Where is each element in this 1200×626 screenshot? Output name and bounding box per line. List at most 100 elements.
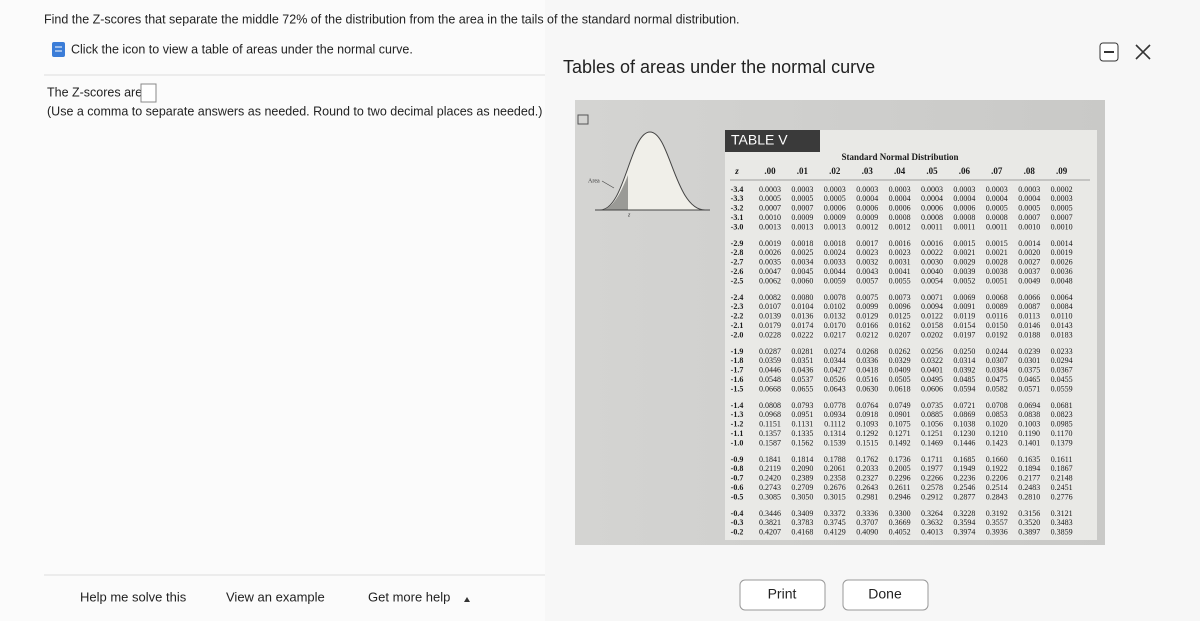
table-cell: 0.1587 <box>759 438 781 447</box>
table-cell: 0.1635 <box>1018 455 1040 464</box>
help-button[interactable]: Help me solve this <box>80 589 187 604</box>
table-cell: 0.0005 <box>1018 204 1040 213</box>
row-z: -0.2 <box>731 528 744 537</box>
row-z: -1.6 <box>731 375 744 384</box>
table-cell: 0.0006 <box>889 204 911 213</box>
row-z: -1.2 <box>731 420 744 429</box>
table-cell: 0.0183 <box>1051 330 1073 339</box>
table-cell: 0.0020 <box>1018 248 1040 257</box>
table-cell: 0.0024 <box>824 248 846 257</box>
row-z: -3.4 <box>731 185 744 194</box>
table-cell: 0.0166 <box>856 321 878 330</box>
table-cell: 0.2236 <box>953 474 975 483</box>
table-cell: 0.0778 <box>824 401 846 410</box>
row-z: -0.9 <box>731 455 744 464</box>
print-button[interactable] <box>739 579 826 611</box>
table-cell: 0.0016 <box>921 239 943 248</box>
table-cell: 0.0838 <box>1018 410 1040 419</box>
question: Find the Z-scores that separate the midd… <box>44 12 740 26</box>
print-label: Print <box>768 586 797 602</box>
table-cell: 0.0078 <box>824 293 846 302</box>
table-cell: 0.0281 <box>791 347 813 356</box>
row-z: -2.3 <box>731 302 744 311</box>
table-cell: 0.3936 <box>986 528 1008 537</box>
table-cell: 0.0322 <box>921 356 943 365</box>
table-cell: 0.0594 <box>953 384 975 393</box>
row-z: -2.8 <box>731 248 744 257</box>
table-cell: 0.0793 <box>791 401 813 410</box>
table-cell: 0.0010 <box>1051 222 1073 231</box>
table-cell: 0.0301 <box>1018 356 1040 365</box>
table-cell: 0.0901 <box>889 410 911 419</box>
table-cell: 0.0139 <box>759 312 781 321</box>
table-cell: 0.0708 <box>986 401 1008 410</box>
table-cell: 0.0968 <box>759 410 781 419</box>
table-cell: 0.3015 <box>824 492 846 501</box>
table-cell: 0.0582 <box>986 384 1008 393</box>
answer-box[interactable] <box>140 83 157 103</box>
row-z: -1.1 <box>731 429 744 438</box>
row-z: -3.3 <box>731 194 744 203</box>
table-cell: 0.2206 <box>986 474 1008 483</box>
table-cell: 0.0336 <box>856 356 878 365</box>
table-cell: 0.3228 <box>953 509 975 518</box>
table-cell: 0.2514 <box>986 483 1008 492</box>
table-cell: 0.0015 <box>953 239 975 248</box>
table-cell: 0.0146 <box>1018 321 1040 330</box>
table-cell: 0.1949 <box>953 464 975 473</box>
table-cell: 0.0721 <box>953 401 975 410</box>
table-cell: 0.2389 <box>791 474 813 483</box>
table-cell: 0.1112 <box>824 420 845 429</box>
table-cell: 0.1894 <box>1018 464 1040 473</box>
image-icon <box>577 114 589 125</box>
table-cell: 0.0329 <box>889 356 911 365</box>
table-cell: 0.2578 <box>921 483 943 492</box>
tail-area <box>600 175 628 210</box>
table-cell: 0.1423 <box>986 438 1008 447</box>
table-cell: 0.0951 <box>791 410 813 419</box>
icon-link[interactable]: Click the icon to view a table of areas … <box>71 42 413 56</box>
table-cell: 0.1611 <box>1051 455 1073 464</box>
close-button[interactable] <box>1135 44 1151 60</box>
table-cell: 0.2005 <box>889 464 911 473</box>
table-cell: 0.0011 <box>921 222 943 231</box>
table-cell: 0.0132 <box>824 312 846 321</box>
table-cell: 0.0008 <box>921 213 943 222</box>
done-button[interactable] <box>842 579 929 611</box>
table-cell: 0.0007 <box>791 204 813 213</box>
table-cell: 0.0559 <box>1051 384 1073 393</box>
table-cell: 0.3783 <box>791 518 813 527</box>
table-cell: 0.1977 <box>921 464 943 473</box>
table-cell: 0.0104 <box>791 302 813 311</box>
table-cell: 0.0041 <box>889 267 911 276</box>
table-cell: 0.0017 <box>856 239 878 248</box>
row-z: -2.1 <box>731 321 744 330</box>
more-help-button[interactable]: Get more help <box>368 589 450 604</box>
table-cell: 0.1020 <box>986 420 1008 429</box>
table-icon[interactable] <box>52 42 65 57</box>
table-cell: 0.0011 <box>986 222 1008 231</box>
table-cell: 0.0008 <box>953 213 975 222</box>
row-z: -0.8 <box>731 464 744 473</box>
example-button[interactable]: View an example <box>226 589 325 604</box>
table-cell: 0.0475 <box>986 375 1008 384</box>
table-cell: 0.0003 <box>759 185 781 194</box>
caret <box>464 597 470 602</box>
table-cell: 0.0019 <box>759 239 781 248</box>
left-pane <box>0 0 545 621</box>
table-cell: 0.0009 <box>791 213 813 222</box>
table-cell: 0.1314 <box>824 429 846 438</box>
row-z: -2.0 <box>731 330 744 339</box>
table-cell: 0.2296 <box>889 474 911 483</box>
table-cell: 0.0004 <box>953 194 975 203</box>
table-cell: 0.0217 <box>824 330 846 339</box>
row-z: -0.4 <box>731 509 744 518</box>
table-cell: 0.0029 <box>953 258 975 267</box>
table-cell: 0.0006 <box>824 204 846 213</box>
table-cell: 0.0287 <box>759 347 781 356</box>
table-cell: 0.0571 <box>1018 384 1040 393</box>
table-cell: 0.0060 <box>791 276 813 285</box>
table-cell: 0.3446 <box>759 509 781 518</box>
table-cell: 0.0004 <box>921 194 943 203</box>
